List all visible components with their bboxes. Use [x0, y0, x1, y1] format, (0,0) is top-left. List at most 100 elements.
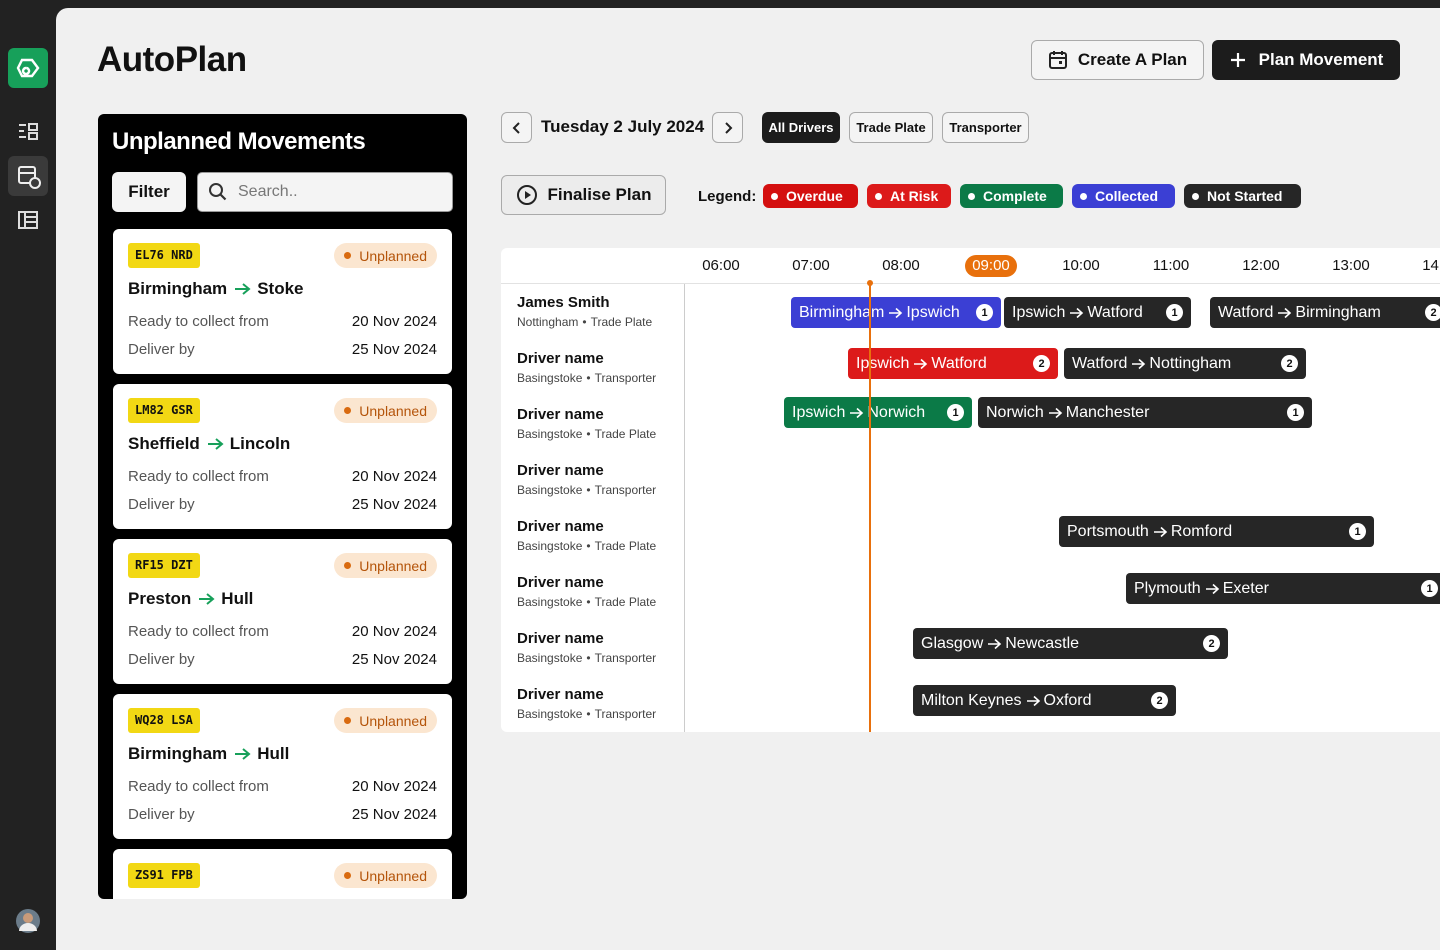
route-from: Birmingham	[128, 279, 228, 298]
movement-card[interactable]: RF15 DZT Unplanned Preston Hull Ready to col…	[113, 539, 452, 684]
timeline-header-border	[501, 283, 1440, 284]
trip-count: 1	[1421, 580, 1438, 597]
trip-from: Norwich	[986, 403, 1044, 421]
driver-filter[interactable]: Trade Plate	[849, 112, 933, 143]
unplanned-panel: Unplanned Movements Filter Search.. EL76 NR…	[98, 114, 467, 899]
deliver-label: Deliver by	[128, 651, 195, 668]
driver-name: Driver name	[517, 350, 604, 367]
plate: WQ28 LSA	[128, 708, 200, 733]
driver-filter[interactable]: All Drivers	[762, 112, 840, 143]
trip-bar[interactable]: Milton Keynes Oxford 2	[913, 685, 1176, 716]
trip-to: Nottingham	[1149, 354, 1232, 372]
legend-text: Not Started	[1207, 188, 1283, 204]
trip-bar[interactable]: Norwich Manchester 1	[978, 397, 1312, 428]
deliver-label: Deliver by	[128, 806, 195, 823]
route-to: Stoke	[257, 279, 304, 298]
trip-bar[interactable]: Ipswich Watford 2	[848, 348, 1058, 379]
status-label: Unplanned	[359, 402, 427, 419]
calendar-icon	[1048, 51, 1067, 69]
driver-type: Transporter	[594, 483, 657, 497]
legend-dot	[875, 192, 882, 200]
driver-type: Trade Plate	[594, 539, 657, 553]
driver-meta: Basingstoke • Transporter	[517, 651, 656, 665]
route-from: Preston	[128, 589, 192, 608]
separator: •	[586, 651, 591, 665]
trip-bar[interactable]: Watford Nottingham 2	[1064, 348, 1306, 379]
nav-active[interactable]	[8, 156, 48, 196]
trip-bar[interactable]: Birmingham Ipswich 1	[791, 297, 1001, 328]
driver-type: Trade Plate	[594, 595, 657, 609]
driver-meta: Basingstoke • Trade Plate	[517, 595, 656, 609]
trip-count: 2	[1151, 692, 1168, 709]
trip-to: Ipswich	[906, 303, 960, 321]
create-plan-button[interactable]: Create A Plan	[1031, 40, 1204, 80]
chevron	[724, 121, 732, 134]
nav-icon[interactable]	[17, 121, 39, 141]
movement-card[interactable]: EL76 NRD Unplanned Birmingham Stoke Ready to…	[113, 229, 452, 374]
avatar[interactable]	[16, 909, 40, 933]
trip-bar[interactable]: Plymouth Exeter 1	[1126, 573, 1440, 604]
now-dot	[867, 280, 873, 286]
movement-card[interactable]: ZS91 FPB Unplanned	[113, 849, 452, 899]
status-pill: Unplanned	[334, 708, 437, 733]
finalise-button[interactable]: Finalise Plan	[501, 175, 666, 215]
trip-bar[interactable]: Watford Birmingham 2	[1210, 297, 1440, 328]
logo	[8, 48, 48, 88]
button-label: Finalise Plan	[547, 185, 652, 204]
legend-dot	[771, 192, 778, 200]
status-pill: Unplanned	[334, 863, 437, 888]
legend-dot	[1080, 192, 1087, 200]
trip-to: Watford	[1087, 303, 1143, 321]
date-nav-button[interactable]	[501, 112, 532, 143]
movement-card[interactable]: WQ28 LSA Unplanned Birmingham Hull Ready to …	[113, 694, 452, 839]
status-label: Unplanned	[359, 247, 427, 264]
separator: •	[586, 371, 591, 385]
trip-bar[interactable]: Glasgow Newcastle 2	[913, 628, 1228, 659]
plan-movement-button[interactable]: Plan Movement	[1212, 40, 1400, 80]
trip-from: Ipswich	[856, 354, 910, 372]
date-nav-button[interactable]	[712, 112, 743, 143]
route: Preston Hull	[128, 589, 253, 609]
trip-count: 1	[1287, 404, 1304, 421]
ready-label: Ready to collect from	[128, 468, 269, 485]
status-dot	[344, 872, 352, 879]
trip-bar[interactable]: Ipswich Norwich 1	[784, 397, 972, 428]
search-box[interactable]: Search..	[197, 172, 453, 212]
button-label: Create A Plan	[1077, 50, 1188, 69]
search-placeholder: Search..	[238, 183, 298, 200]
route: Sheffield Lincoln	[128, 434, 290, 454]
trip-arrow	[1026, 695, 1040, 706]
separator: •	[586, 707, 591, 721]
status-label: Unplanned	[359, 557, 427, 574]
driver-meta: Basingstoke • Trade Plate	[517, 427, 656, 441]
filter-button[interactable]: Filter	[112, 172, 186, 212]
trip-arrow	[1205, 583, 1219, 594]
time-label: 09:00	[965, 255, 1017, 277]
time-label: 10:00	[1062, 257, 1100, 274]
button-label: Plan Movement	[1258, 50, 1384, 69]
status-pill: Unplanned	[334, 243, 437, 268]
movement-card[interactable]: LM82 GSR Unplanned Sheffield Lincoln Ready t…	[113, 384, 452, 529]
nav-icon[interactable]	[17, 210, 39, 230]
driver-type: Trade Plate	[590, 315, 653, 329]
trip-bar[interactable]: Ipswich Watford 1	[1004, 297, 1191, 328]
driver-column-border	[684, 284, 685, 732]
driver-filter[interactable]: Transporter	[942, 112, 1029, 143]
legend-text: Collected	[1095, 188, 1159, 204]
driver-type: Transporter	[594, 651, 657, 665]
plate: EL76 NRD	[128, 243, 200, 268]
ready-label: Ready to collect from	[128, 623, 269, 640]
route: Birmingham Stoke	[128, 279, 303, 299]
ready-date: 20 Nov 2024	[351, 313, 437, 330]
route-arrow	[235, 748, 251, 760]
route-from: Birmingham	[128, 744, 228, 763]
separator: •	[586, 483, 591, 497]
trip-bar[interactable]: Portsmouth Romford 1	[1059, 516, 1374, 547]
now-line	[869, 284, 871, 732]
time-label: 12:00	[1242, 257, 1280, 274]
deliver-label: Deliver by	[128, 496, 195, 513]
trip-from: Ipswich	[792, 403, 846, 421]
route-arrow	[207, 438, 224, 450]
legend-dot	[1192, 192, 1199, 200]
deliver-date: 25 Nov 2024	[351, 806, 437, 823]
